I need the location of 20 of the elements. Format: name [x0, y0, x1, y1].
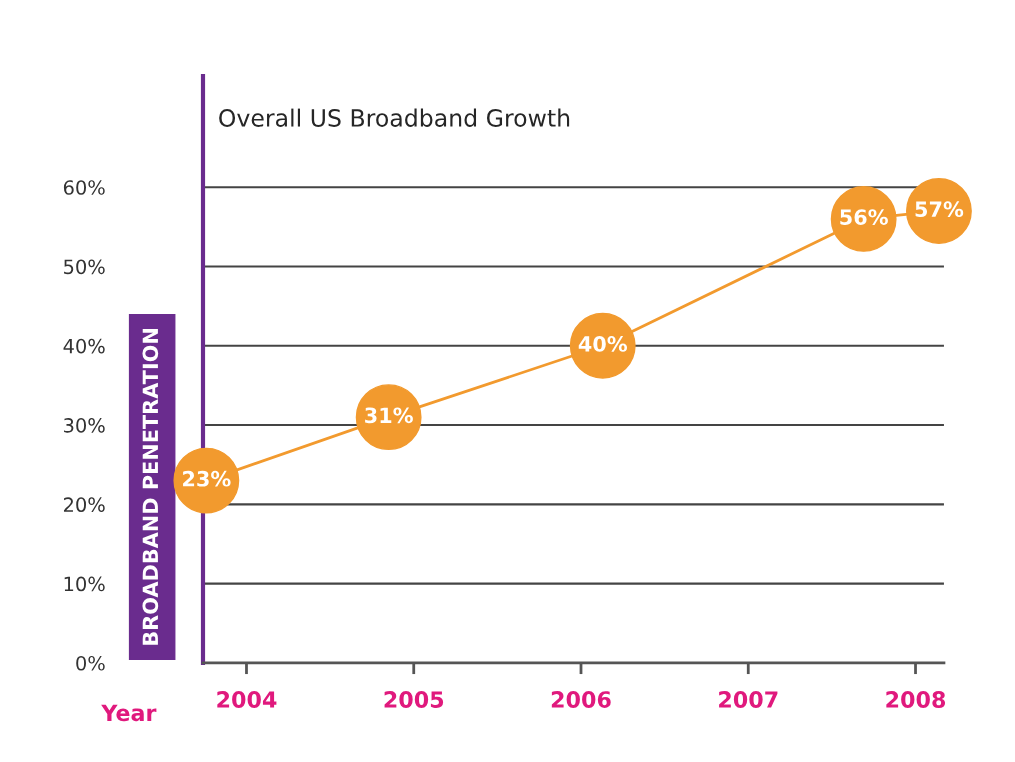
y-tick-label: 0%: [76, 655, 105, 671]
y-tick-label: 40%: [63, 338, 105, 354]
data-label: 56%: [840, 209, 888, 225]
x-tick-label: 2007: [719, 691, 778, 708]
x-tick-label: 2006: [551, 691, 611, 708]
y-axis-title: BROADBAND PENETRATION: [142, 329, 159, 645]
y-tick-label: 50%: [64, 259, 105, 275]
x-tick-label: 2005: [384, 691, 444, 708]
y-tick-label: 30%: [64, 418, 105, 433]
data-label: 57%: [915, 201, 964, 218]
x-tick-label: 2008: [886, 691, 946, 708]
y-tick-label: 20%: [63, 497, 105, 513]
x-axis-title: Year: [101, 704, 157, 722]
data-label: 31%: [365, 407, 413, 424]
x-tick-label: 2004: [217, 691, 277, 708]
y-tick-label: 60%: [63, 180, 105, 195]
data-label: 40%: [578, 336, 628, 352]
y-tick-label: 10%: [64, 576, 105, 592]
text: Overall US Broadband Growth: [219, 108, 570, 127]
data-label: 23%: [183, 470, 231, 487]
